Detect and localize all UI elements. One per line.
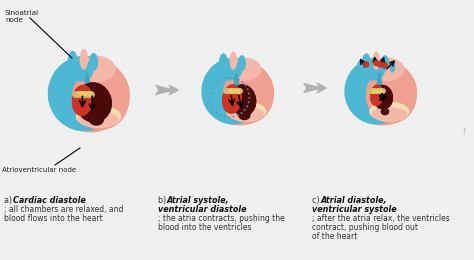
Ellipse shape	[75, 82, 112, 123]
Text: of the heart: of the heart	[312, 232, 357, 241]
Circle shape	[83, 92, 87, 95]
Ellipse shape	[223, 68, 273, 123]
Ellipse shape	[75, 82, 112, 123]
Text: contract, pushing blood out: contract, pushing blood out	[312, 223, 418, 232]
Ellipse shape	[222, 84, 242, 114]
Text: ; after the atria relax, the ventricles: ; after the atria relax, the ventricles	[312, 214, 450, 223]
Ellipse shape	[360, 61, 385, 81]
Text: Atrial systole,: Atrial systole,	[167, 196, 229, 205]
Ellipse shape	[228, 107, 264, 121]
Ellipse shape	[366, 68, 417, 123]
Ellipse shape	[201, 58, 266, 125]
Ellipse shape	[362, 53, 371, 71]
Ellipse shape	[48, 56, 121, 131]
Text: Cardiac diastole: Cardiac diastole	[13, 196, 86, 205]
Circle shape	[374, 61, 379, 66]
Circle shape	[229, 89, 232, 93]
Ellipse shape	[217, 61, 242, 81]
Ellipse shape	[65, 59, 93, 82]
Ellipse shape	[230, 84, 256, 116]
Ellipse shape	[89, 113, 104, 126]
Ellipse shape	[370, 58, 404, 81]
Ellipse shape	[381, 55, 389, 71]
Text: ; all chambers are relaxed, and: ; all chambers are relaxed, and	[4, 205, 123, 214]
Text: a): a)	[4, 196, 14, 205]
Ellipse shape	[349, 60, 417, 126]
Text: ; the atria contracts, pushing the: ; the atria contracts, pushing the	[158, 214, 285, 223]
Text: b): b)	[158, 196, 168, 205]
Ellipse shape	[229, 51, 237, 70]
Text: Sinoatrial
node: Sinoatrial node	[5, 10, 39, 23]
Ellipse shape	[238, 55, 246, 71]
Ellipse shape	[222, 84, 242, 114]
Text: Atrial diastole,: Atrial diastole,	[321, 196, 388, 205]
Text: Atrioventricular node: Atrioventricular node	[2, 167, 76, 173]
Ellipse shape	[373, 51, 380, 70]
Text: ventricular systole: ventricular systole	[312, 205, 397, 214]
Ellipse shape	[357, 60, 363, 73]
Ellipse shape	[233, 73, 239, 116]
Ellipse shape	[381, 108, 389, 115]
Ellipse shape	[76, 105, 121, 128]
Ellipse shape	[230, 84, 256, 116]
Ellipse shape	[226, 102, 266, 121]
Ellipse shape	[72, 85, 93, 116]
Ellipse shape	[370, 84, 384, 106]
Ellipse shape	[219, 53, 228, 71]
Ellipse shape	[381, 108, 389, 115]
Ellipse shape	[228, 58, 262, 81]
Text: blood into the ventricles: blood into the ventricles	[158, 223, 252, 232]
Ellipse shape	[206, 60, 274, 126]
Ellipse shape	[373, 85, 393, 110]
Ellipse shape	[89, 113, 104, 126]
Circle shape	[372, 89, 375, 93]
Circle shape	[380, 89, 383, 93]
Circle shape	[237, 89, 240, 93]
Circle shape	[377, 62, 383, 67]
Ellipse shape	[389, 60, 395, 73]
Circle shape	[364, 62, 369, 67]
Ellipse shape	[238, 110, 251, 120]
Ellipse shape	[68, 51, 78, 70]
Text: c): c)	[312, 196, 321, 205]
Circle shape	[233, 89, 236, 93]
Ellipse shape	[78, 112, 119, 127]
Ellipse shape	[80, 49, 88, 70]
Ellipse shape	[84, 73, 91, 121]
Ellipse shape	[376, 73, 383, 116]
Ellipse shape	[77, 56, 116, 82]
Ellipse shape	[369, 102, 410, 121]
Ellipse shape	[370, 84, 384, 106]
Ellipse shape	[344, 58, 410, 125]
Circle shape	[79, 92, 83, 95]
Circle shape	[383, 63, 387, 68]
Ellipse shape	[72, 67, 129, 130]
Ellipse shape	[72, 85, 93, 116]
Ellipse shape	[238, 110, 251, 120]
Circle shape	[88, 92, 91, 95]
Text: ventricular diastole: ventricular diastole	[158, 205, 246, 214]
Text: blood flows into the heart: blood flows into the heart	[4, 214, 103, 223]
Ellipse shape	[89, 53, 98, 71]
Ellipse shape	[371, 107, 407, 121]
Ellipse shape	[373, 85, 393, 110]
Ellipse shape	[53, 59, 130, 132]
Circle shape	[376, 89, 379, 93]
Text: f: f	[463, 128, 466, 137]
